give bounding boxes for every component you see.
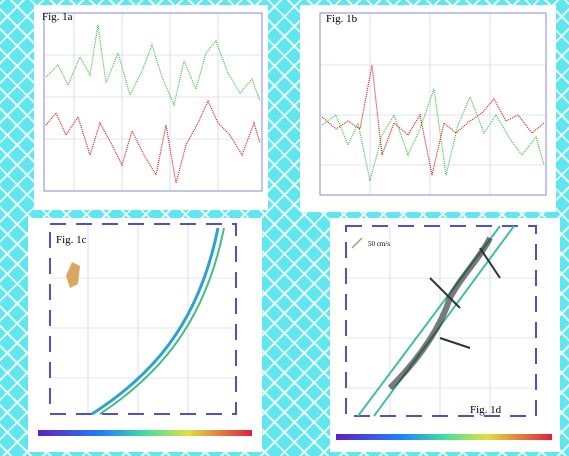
panel-b: Fig. 1b xyxy=(300,5,556,212)
panel-d: 50 cm/s Fig. 1d xyxy=(330,218,560,452)
panel-label: Fig. 1d xyxy=(470,404,502,416)
panel-c: Fig. 1c xyxy=(28,218,262,452)
panel-label: Fig. 1c xyxy=(56,234,87,246)
plot-a xyxy=(43,12,263,192)
legend-text: 50 cm/s xyxy=(368,240,390,248)
plot-d xyxy=(336,225,552,440)
panel-a: Fig. 1a xyxy=(34,5,268,210)
plot-b xyxy=(319,12,547,196)
plot-c xyxy=(38,223,252,436)
panel-label: Fig. 1b xyxy=(326,13,358,25)
panel-label: Fig. 1a xyxy=(42,11,73,23)
